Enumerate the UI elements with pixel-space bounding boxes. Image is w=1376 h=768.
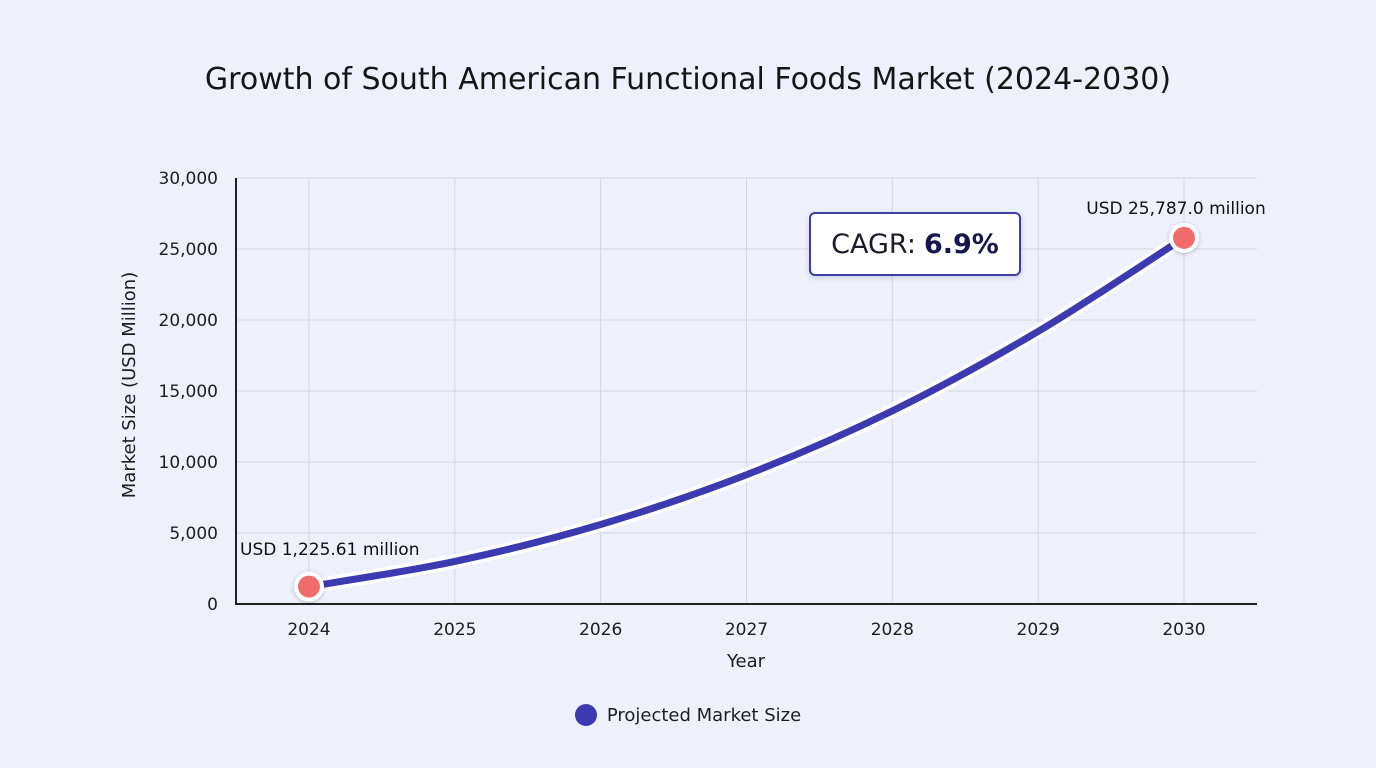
end-value-label: USD 25,787.0 million (1086, 199, 1265, 219)
series-line (305, 234, 1188, 591)
legend-swatch (574, 704, 597, 726)
x-tick-label: 2024 (287, 620, 330, 640)
axes (235, 178, 1257, 605)
cagr-value: 6.9% (923, 228, 999, 260)
x-tick-label: 2028 (871, 620, 914, 640)
x-tick-labels: 2024 2025 2026 2027 2028 2029 2030 (287, 620, 1205, 640)
legend-label: Projected Market Size (606, 704, 802, 726)
endpoint-marker (1173, 226, 1195, 249)
legend: Projected Market Size (0, 704, 1376, 726)
y-tick-label: 20,000 (159, 311, 218, 331)
x-tick-label: 2030 (1162, 620, 1205, 640)
chart-title: Growth of South American Functional Food… (204, 62, 1172, 97)
cagr-prefix: CAGR: (831, 228, 916, 260)
y-tick-label: 25,000 (159, 240, 218, 260)
cagr-annotation-box: CAGR: 6.9% (809, 212, 1021, 276)
y-tick-label: 15,000 (159, 382, 218, 402)
y-tick-label: 0 (207, 595, 218, 615)
start-value-label: USD 1,225.61 million (240, 540, 419, 560)
y-axis-title: Market Size (USD Million) (119, 272, 140, 498)
x-axis-title: Year (726, 651, 766, 672)
grid-lines (236, 177, 1257, 604)
x-tick-label: 2026 (579, 620, 622, 640)
x-tick-label: 2029 (1017, 620, 1060, 640)
marker-layer (294, 222, 1199, 602)
endpoint-marker (298, 575, 320, 598)
x-tick-label: 2027 (725, 620, 768, 640)
series-layer (302, 230, 1191, 594)
x-tick-label: 2025 (433, 620, 476, 640)
y-tick-labels: 0 5,000 10,000 15,000 20,000 25,000 30,000 (159, 169, 218, 615)
y-tick-label: 5,000 (169, 524, 218, 544)
y-tick-label: 10,000 (159, 453, 218, 473)
y-tick-label: 30,000 (159, 169, 218, 189)
